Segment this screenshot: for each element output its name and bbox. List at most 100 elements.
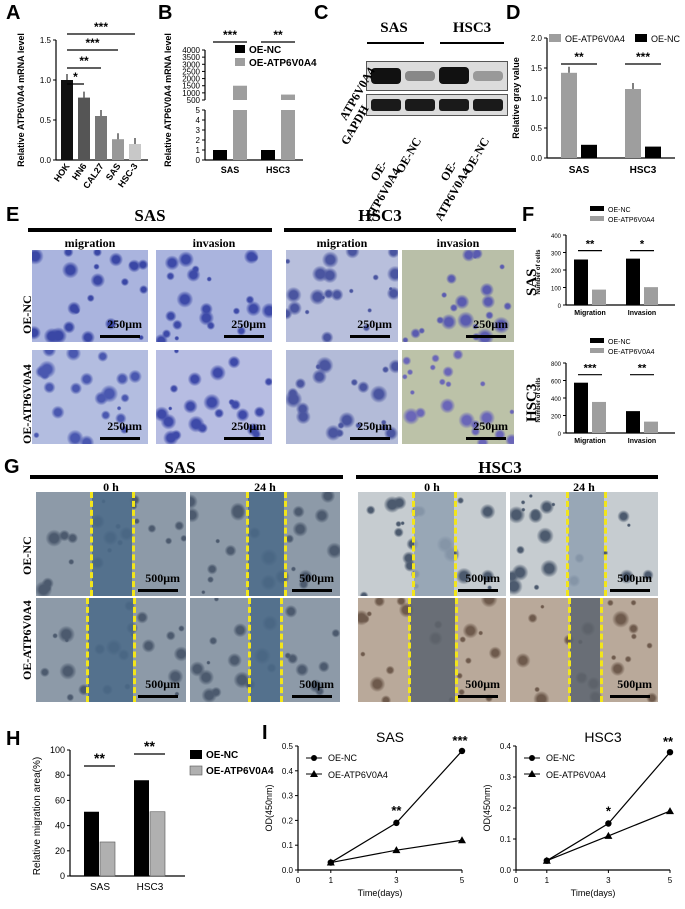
chart-i-hsc3: 0.0 0.1 0.2 0.3 0.4 0 1 3 5 HSC3 Time(days) OD(450n… [482, 729, 674, 898]
scale-bar [138, 589, 178, 592]
scale-bar [350, 335, 390, 338]
panel-letter-e: E [6, 204, 20, 226]
h-category-label: HSC3 [137, 882, 164, 893]
svgF1-category-label: Invasion [628, 310, 656, 317]
svgI2-xtick-label: 5 [668, 876, 673, 885]
scale-label: 500μm [465, 677, 500, 691]
wound-image: 500μm [36, 492, 186, 596]
transwell-image: 250μm [402, 250, 514, 342]
h-y-tick-label: 0 [60, 871, 65, 881]
svgI2-legend-nc: OE-NC [546, 753, 576, 763]
d-sig-sas: ** [574, 50, 584, 64]
scale-bar [458, 695, 498, 698]
b-legend-oe: OE-ATP6V0A4 [249, 58, 317, 69]
wound-gap [570, 598, 600, 702]
scale-label: 250μm [231, 419, 266, 433]
scratch-line [568, 598, 571, 702]
b-tick-label: 4 [196, 116, 201, 125]
a-bar [112, 139, 124, 160]
d-bar-nc [645, 146, 661, 158]
blot-group-sas: SAS [380, 20, 408, 36]
a-y-tick-label: 0.0 [40, 156, 52, 165]
scratch-line [604, 492, 607, 596]
b-tick-label: 1500 [182, 82, 200, 91]
b-tick-label: 500 [187, 96, 201, 105]
svgI1-y-tick-label: 0.3 [282, 792, 294, 801]
a-y-tick-label: 1.0 [40, 76, 52, 85]
svgF1-y-tick-label: 100 [551, 287, 562, 293]
d-y-tick-label: 0.0 [531, 154, 543, 163]
scale-label: 500μm [299, 571, 334, 585]
panel-letter-f: F [522, 204, 535, 226]
d-legend-oe: OE-ATP6V0A4 [565, 34, 625, 44]
svgI1-sig-1: ** [391, 803, 402, 818]
a-bar [61, 80, 73, 160]
wound-image: 500μm [190, 598, 340, 702]
h-bar-oe [149, 811, 166, 877]
scale-label: 500μm [465, 571, 500, 585]
svgI1-xlabel: Time(days) [358, 888, 403, 898]
svgI1-legend-nc: OE-NC [328, 753, 358, 763]
b-bar-oe-high [233, 85, 247, 100]
b-bar-nc [213, 150, 227, 160]
b-tick-label: 3500 [182, 53, 200, 62]
e-col-2: invasion [192, 236, 236, 250]
svgF2-bar-oe [644, 421, 658, 433]
scratch-line [86, 598, 89, 702]
g-line-sas [30, 475, 343, 479]
scale-label: 250μm [473, 419, 508, 433]
scale-bar [466, 335, 506, 338]
svgI1-point-oe [392, 846, 401, 854]
wound-image: 500μm [190, 492, 340, 596]
svgI2-point-nc [605, 820, 612, 827]
d-ylabel: Relative gray value [511, 57, 521, 139]
svgI2-y-tick-label: 0.4 [500, 742, 512, 751]
scale-label: 250μm [107, 419, 142, 433]
svgI2-title: HSC3 [584, 729, 622, 745]
e-line-sas [28, 228, 272, 232]
a-bar [95, 116, 107, 160]
a-sig-3: *** [85, 36, 99, 50]
svgI1-point-oe [458, 836, 466, 844]
scale-label: 250μm [357, 317, 392, 331]
svgF2-legend-swatch-oe [590, 348, 604, 353]
d-category-label: HSC3 [630, 165, 657, 176]
scale-label: 500μm [145, 677, 180, 691]
b-tick-label: 2000 [182, 75, 200, 84]
svgF2-bar-nc [574, 382, 588, 433]
h-legend-swatch-oe [189, 765, 203, 776]
scratch-line [284, 492, 287, 596]
h-sig-hsc3: ** [144, 738, 155, 754]
svgI2-xlabel: Time(days) [571, 888, 616, 898]
svgI2-point-oe [542, 856, 551, 864]
blot-group-line-sas [367, 42, 424, 44]
svgF2-y-tick-label: 400 [551, 397, 562, 403]
svgF1-y-tick-label: 300 [551, 252, 562, 258]
a-category-label: HOK [52, 161, 72, 184]
scratch-line [412, 492, 415, 596]
b-tick-label: 1 [196, 146, 201, 155]
scratch-line [455, 598, 458, 702]
svgI1-y-tick-label: 0.2 [282, 816, 294, 825]
g-group-sas: SAS [164, 458, 196, 477]
a-y-tick-label: 0.5 [40, 116, 52, 125]
h-y-tick-label: 20 [55, 846, 65, 856]
scale-label: 250μm [473, 317, 508, 331]
wound-image: 500μm [510, 598, 658, 702]
svgF2-legend-oe: OE-ATP6V0A4 [608, 349, 655, 356]
h-legend-swatch-nc [190, 750, 202, 759]
scratch-line [246, 492, 249, 596]
wound-image: 500μm [510, 492, 658, 596]
transwell-image: 250μm [286, 350, 398, 444]
svgI2-y-tick-label: 0.3 [500, 773, 512, 782]
h-y-tick-label: 80 [55, 770, 65, 780]
scale-bar [610, 589, 650, 592]
chart-i-sas: 0.0 0.1 0.2 0.3 0.4 0.5 0 1 3 5 SAS Time(days) OD(45… [264, 729, 469, 898]
e-col-1: migration [64, 236, 116, 250]
scratch-line [90, 492, 93, 596]
b-sig-sas: *** [223, 28, 237, 42]
svgF2-legend-nc: OE-NC [608, 339, 631, 346]
svgF2-ylabel: Number of cells [536, 377, 542, 423]
h-ylabel: Relative migration area(%) [32, 757, 43, 875]
scratch-line [408, 598, 411, 702]
